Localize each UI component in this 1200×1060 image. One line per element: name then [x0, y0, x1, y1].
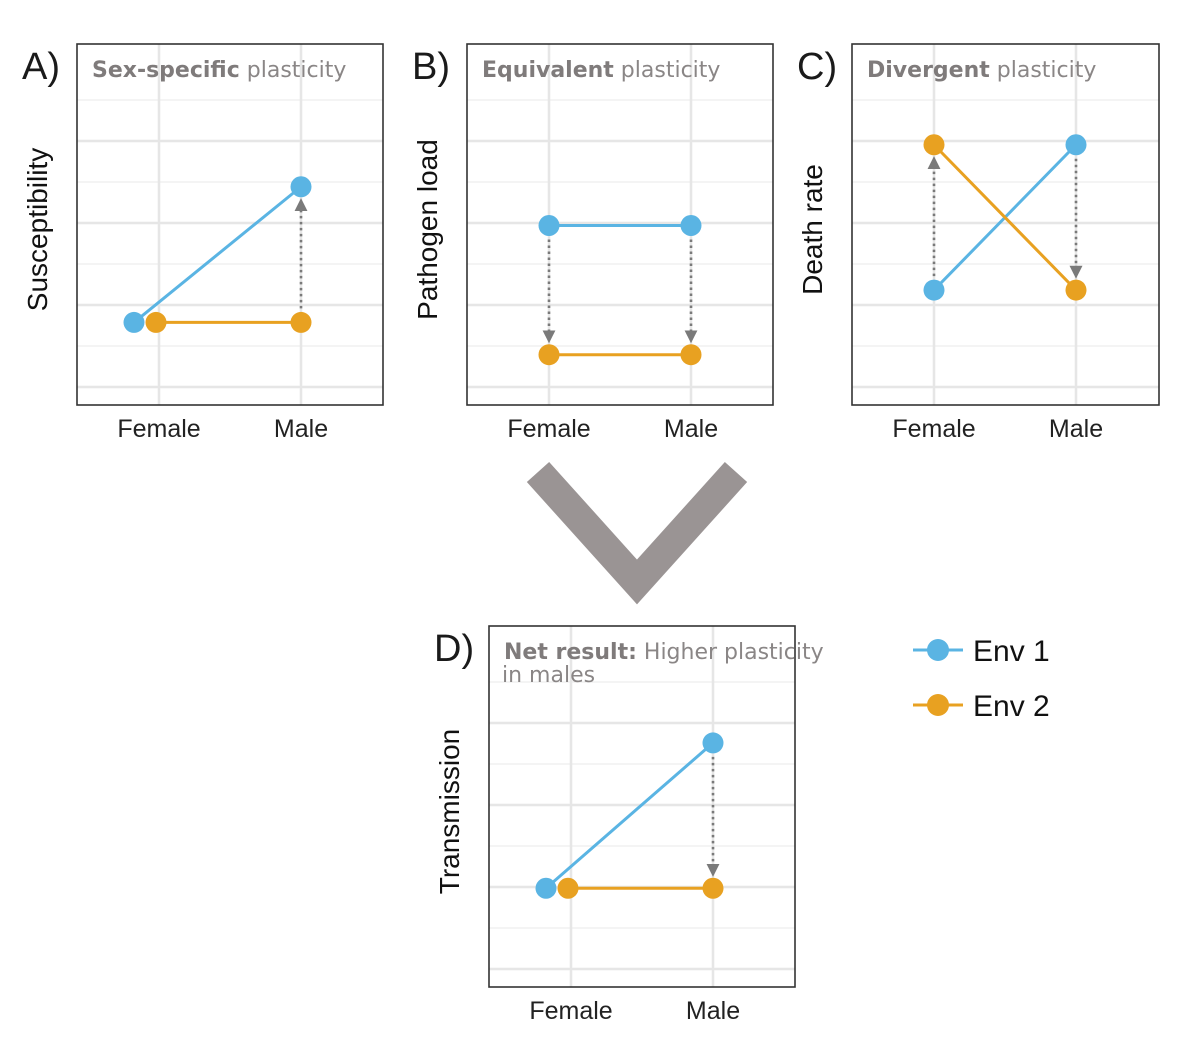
panel-title: Equivalent plasticity — [482, 58, 720, 83]
panel-title-rest: Higher plasticity — [637, 640, 824, 665]
legend: Env 1 Env 2 — [913, 635, 1050, 723]
y-axis-label: Pathogen load — [412, 139, 443, 320]
plot-border — [466, 43, 774, 406]
plot-background — [77, 44, 383, 405]
y-axis-label: Death rate — [797, 164, 828, 295]
plot-border — [76, 43, 384, 406]
panel-title: Divergent plasticity — [867, 58, 1096, 83]
x-tick-label-male: Male — [664, 415, 718, 443]
plot-background — [852, 44, 1159, 405]
point-env2-female — [557, 877, 579, 899]
legend-marker — [927, 694, 949, 716]
x-tick-label-female: Female — [117, 415, 200, 443]
point-env2-male — [290, 311, 312, 333]
point-env2-male — [680, 344, 702, 366]
point-env1-female — [535, 877, 557, 899]
legend-label-env1: Env 1 — [973, 635, 1050, 668]
series-line-env1 — [133, 185, 302, 324]
point-env1-male — [1065, 134, 1087, 156]
panel-title: Sex-specific plasticity — [92, 58, 346, 83]
point-env1-female — [538, 215, 560, 236]
x-tick-label-female: Female — [507, 415, 590, 443]
point-env2-female — [145, 311, 167, 333]
point-env2-female — [923, 134, 945, 156]
panel-title-rest: plasticity — [614, 58, 721, 83]
legend-label-env2: Env 2 — [973, 690, 1050, 723]
series-line-env2 — [932, 143, 1078, 292]
panel-title-line2: in males — [502, 663, 595, 688]
point-env2-female — [538, 344, 560, 366]
panel-title-rest: plasticity — [990, 58, 1097, 83]
panel-b: B) Equivalent plasticity Pathogen load Fema… — [412, 43, 774, 443]
point-env1-female — [123, 311, 145, 333]
panel-letter: A) — [22, 46, 60, 88]
panel-letter: C) — [797, 46, 837, 88]
legend-marker — [927, 639, 949, 661]
panel-letter: D) — [434, 628, 474, 670]
plot-border — [851, 43, 1160, 406]
x-tick-label-male: Male — [686, 997, 740, 1025]
point-env1-male — [680, 215, 702, 236]
y-axis-label: Transmission — [434, 729, 465, 894]
point-env2-male — [1065, 279, 1087, 301]
series-line-env1 — [545, 741, 714, 890]
panel-title-rest: plasticity — [240, 58, 347, 83]
panel-title-bold: Equivalent — [482, 58, 614, 83]
x-tick-label-female: Female — [892, 415, 975, 443]
x-tick-label-male: Male — [1049, 415, 1103, 443]
point-env1-male — [702, 732, 724, 754]
y-axis-label: Susceptibility — [22, 148, 53, 311]
x-tick-label-male: Male — [274, 415, 328, 443]
panel-title-bold: Net result: — [504, 640, 637, 665]
panel-letter: B) — [412, 46, 450, 88]
chevron-down-icon — [526, 461, 748, 605]
panel-title: Net result: Higher plasticity — [504, 640, 824, 665]
point-env1-male — [290, 176, 312, 198]
point-env2-male — [702, 877, 724, 899]
plot-border — [488, 625, 796, 988]
x-tick-label-female: Female — [529, 997, 612, 1025]
panel-a: A) Sex-specific plasticity Susceptibility F… — [22, 43, 384, 443]
panel-c: C) Divergent plasticity Death rate Female Ma… — [797, 43, 1160, 443]
panel-title-bold: Divergent — [867, 58, 990, 83]
panel-title-bold: Sex-specific — [92, 58, 240, 83]
point-env1-female — [923, 279, 945, 301]
